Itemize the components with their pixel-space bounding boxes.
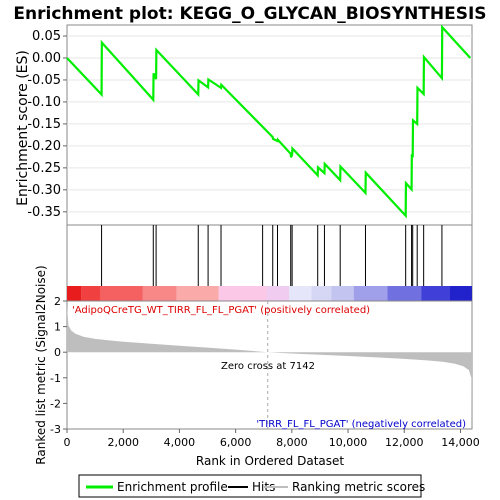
es-y-tick-label: -0.10 — [27, 95, 61, 110]
es-y-tick-label: 0.05 — [32, 29, 61, 44]
x-axis-label: Rank in Ordered Dataset — [196, 454, 344, 468]
heatmap-segment — [289, 286, 312, 301]
es-y-tick-label: -0.05 — [27, 73, 61, 88]
metric-y-tick-label: -3 — [50, 423, 61, 436]
heatmap-segment — [421, 286, 450, 301]
metric-y-tick-label: 0 — [54, 346, 61, 359]
metric-panel: 2 1 0 -1 -2 -3 Zero cross at 7142 'AdipoQCreT… — [34, 265, 473, 465]
es-y-tick-label: -0.35 — [27, 205, 61, 220]
negative-correlation-label: 'TIRR_FL_FL_PGAT' (negatively correlated… — [256, 419, 466, 430]
enrichment-profile-line — [66, 24, 472, 219]
metric-plot-frame — [66, 300, 473, 430]
positive-correlation-label: 'AdipoQCreTG_WT_TIRR_FL_FL_PGAT' (positi… — [72, 305, 370, 316]
legend-hits-label: Hits — [252, 480, 275, 494]
heatmap-segment — [218, 286, 267, 301]
metric-y-tick-label: -1 — [50, 372, 61, 385]
heatmap-segment — [176, 286, 219, 301]
es-panel: 0.05 0.00 -0.05 -0.10 -0.15 -0.20 -0.25 -0.30 -0… — [15, 24, 473, 226]
x-tick-label: 6,000 — [220, 436, 252, 449]
metric-y-tick-label: 2 — [54, 295, 61, 308]
x-axis: 0 2,000 4,000 6,000 8,000 10,000 12,000 14,000 — [64, 429, 480, 449]
legend-frame — [78, 474, 422, 498]
es-y-ticks: 0.05 0.00 -0.05 -0.10 -0.15 -0.20 -0.25 -0.30 -0… — [27, 29, 67, 220]
heatmap-segment — [266, 286, 290, 301]
x-tick-label: 2,000 — [107, 436, 139, 449]
heatmap-segment — [387, 286, 422, 301]
metric-y-tick-label: -2 — [50, 397, 61, 410]
hit-lines — [101, 225, 443, 286]
es-plot-frame — [66, 24, 473, 226]
es-y-tick-label: -0.15 — [27, 117, 61, 132]
heatmap-segment — [353, 286, 388, 301]
chart-title: Enrichment plot: KEGG_O_GLYCAN_BIOSYNTHE… — [13, 4, 486, 24]
es-y-tick-label: -0.20 — [27, 139, 61, 154]
zero-cross-label: Zero cross at 7142 — [221, 361, 315, 372]
metric-y-axis-label: Ranked list metric (Signal2Noise) — [34, 265, 48, 464]
x-tick-label: 0 — [64, 436, 71, 449]
heatmap-segment — [142, 286, 177, 301]
heatmap-segment — [100, 286, 143, 301]
metric-y-ticks: 2 1 0 -1 -2 -3 — [50, 295, 67, 436]
heatmap-segment — [311, 286, 332, 301]
heatmap-segment — [81, 286, 101, 301]
x-tick-label: 8,000 — [276, 436, 308, 449]
heatmap-segment — [449, 286, 472, 301]
rank-heatmap-bar — [67, 286, 472, 301]
es-y-tick-label: 0.00 — [32, 51, 61, 66]
legend-enrichment-profile-label: Enrichment profile — [117, 480, 228, 494]
legend-ranking-metric-label: Ranking metric scores — [292, 480, 425, 494]
es-y-tick-label: -0.25 — [27, 161, 61, 176]
x-tick-label: 12,000 — [385, 436, 424, 449]
x-tick-label: 10,000 — [329, 436, 368, 449]
legend: Enrichment profile Hits Ranking metric s… — [78, 474, 425, 498]
x-tick-label: 14,000 — [441, 436, 480, 449]
metric-y-tick-label: 1 — [54, 321, 61, 334]
heatmap-segment — [67, 286, 82, 301]
x-tick-label: 4,000 — [164, 436, 196, 449]
es-y-axis-label: Enrichment score (ES) — [15, 50, 31, 206]
heatmap-segment — [331, 286, 354, 301]
hits-panel — [66, 224, 473, 302]
es-y-tick-label: -0.30 — [27, 183, 61, 198]
